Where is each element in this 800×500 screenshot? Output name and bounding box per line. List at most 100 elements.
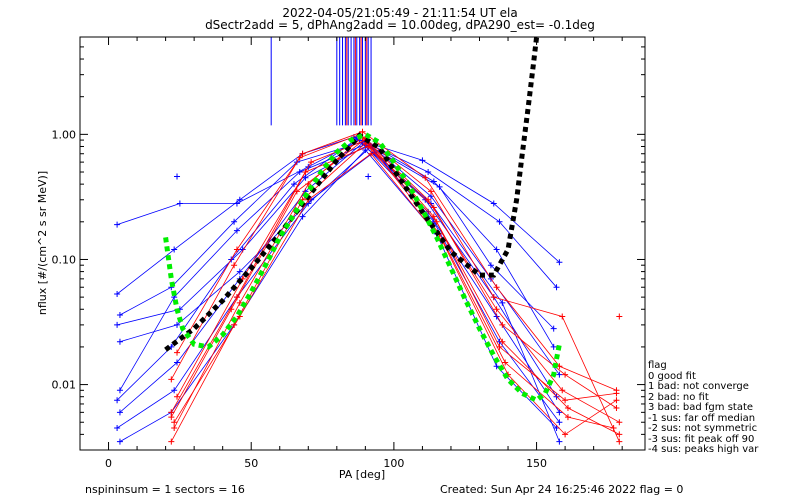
data-point (556, 409, 563, 416)
data-point (556, 259, 563, 266)
data-point (613, 404, 620, 411)
data-point (236, 268, 243, 275)
data-point (299, 213, 306, 220)
data-point (422, 174, 429, 181)
data-point (490, 294, 497, 301)
data-point (493, 363, 500, 370)
fit-curve (163, 131, 562, 404)
data-point (168, 376, 175, 383)
series-line (119, 151, 560, 442)
data-point (502, 359, 509, 366)
chart-subtitle: dSectr2add = 5, dPhAng2add = 10.00deg, d… (205, 18, 595, 32)
x-tick-label: 150 (526, 457, 547, 470)
data-point (228, 306, 235, 313)
data-point (171, 387, 178, 394)
data-point (556, 419, 563, 426)
series-line (119, 142, 560, 413)
data-point (419, 157, 426, 164)
data-point (233, 227, 240, 234)
series-line (119, 149, 557, 442)
footer-created: Created: Sun Apr 24 16:25:46 2022 flag =… (440, 483, 684, 496)
data-point (116, 311, 123, 318)
data-point (302, 174, 309, 181)
data-point (556, 438, 563, 445)
legend-item: -1 sus: far off median (648, 412, 756, 424)
y-tick-label: 0.01 (52, 379, 77, 392)
series-line (170, 138, 620, 435)
footer-settings: nspininsum = 1 sectors = 16 (85, 483, 245, 496)
data-point (496, 218, 503, 225)
legend-item: -3 sus: fit peak off 90 (648, 433, 755, 445)
series-line (176, 139, 614, 429)
x-tick-label: 100 (383, 457, 404, 470)
data-point (231, 218, 238, 225)
data-point (430, 213, 437, 220)
data-point (493, 306, 500, 313)
fit-curve (164, 37, 540, 352)
data-point (114, 397, 121, 404)
data-point (616, 438, 623, 445)
x-tick-label: 0 (105, 457, 112, 470)
data-point (365, 173, 372, 180)
data-point (291, 181, 298, 188)
data-point (116, 338, 123, 345)
data-point (499, 338, 506, 345)
data-point (176, 200, 183, 207)
data-point (293, 188, 300, 195)
y-tick-label: 0.10 (52, 253, 77, 266)
data-point (562, 431, 569, 438)
data-point (436, 183, 443, 190)
data-point (231, 262, 238, 269)
data-point (368, 150, 375, 157)
data-point (114, 424, 121, 431)
data-point (550, 343, 557, 350)
data-point (613, 387, 620, 394)
data-point (359, 128, 366, 135)
x-tick-label: 50 (244, 457, 258, 470)
data-point (171, 246, 178, 253)
legend-item: 3 bad: bad fgm state (648, 402, 754, 413)
data-point (562, 371, 569, 378)
series-line (170, 133, 620, 442)
legend-item: 1 bad: not converge (648, 381, 749, 392)
series-line (116, 136, 557, 295)
data-point (490, 200, 497, 207)
data-point (168, 438, 175, 445)
data-point (559, 313, 566, 320)
chart-title: 2022-04-05/21:05:49 - 21:11:54 UT ela (282, 6, 518, 20)
legend-title: flag (648, 360, 667, 371)
data-point (493, 246, 500, 253)
series-line (173, 153, 617, 435)
data-point (114, 221, 121, 228)
data-point (564, 414, 571, 421)
legend-item: -4 sus: peaks high var (648, 444, 759, 455)
data-point (174, 173, 181, 180)
data-point (174, 359, 181, 366)
data-point (296, 169, 303, 176)
legend-item: -2 sus: not symmetric (648, 423, 758, 434)
data-point (559, 387, 566, 394)
series-line (116, 138, 557, 401)
data-point (174, 393, 181, 400)
data-point (114, 290, 121, 297)
data-point (487, 262, 494, 269)
data-point (564, 404, 571, 411)
data-point (499, 299, 506, 306)
data-point (114, 321, 121, 328)
data-point (171, 419, 178, 426)
data-point (425, 169, 432, 176)
series-line (119, 140, 555, 348)
data-point (562, 397, 569, 404)
series-line (170, 146, 617, 413)
legend-item: 0 good fit (648, 370, 696, 382)
flag-legend: flag 0 good fit 1 bad: not converge 2 ba… (648, 360, 759, 456)
data-point (616, 313, 623, 320)
data-point (308, 159, 315, 166)
data-point (171, 424, 178, 431)
data-point (174, 321, 181, 328)
data-point (550, 325, 557, 332)
series-line (116, 145, 560, 429)
data-point (556, 371, 563, 378)
x-axis-label: PA [deg] (339, 468, 385, 481)
